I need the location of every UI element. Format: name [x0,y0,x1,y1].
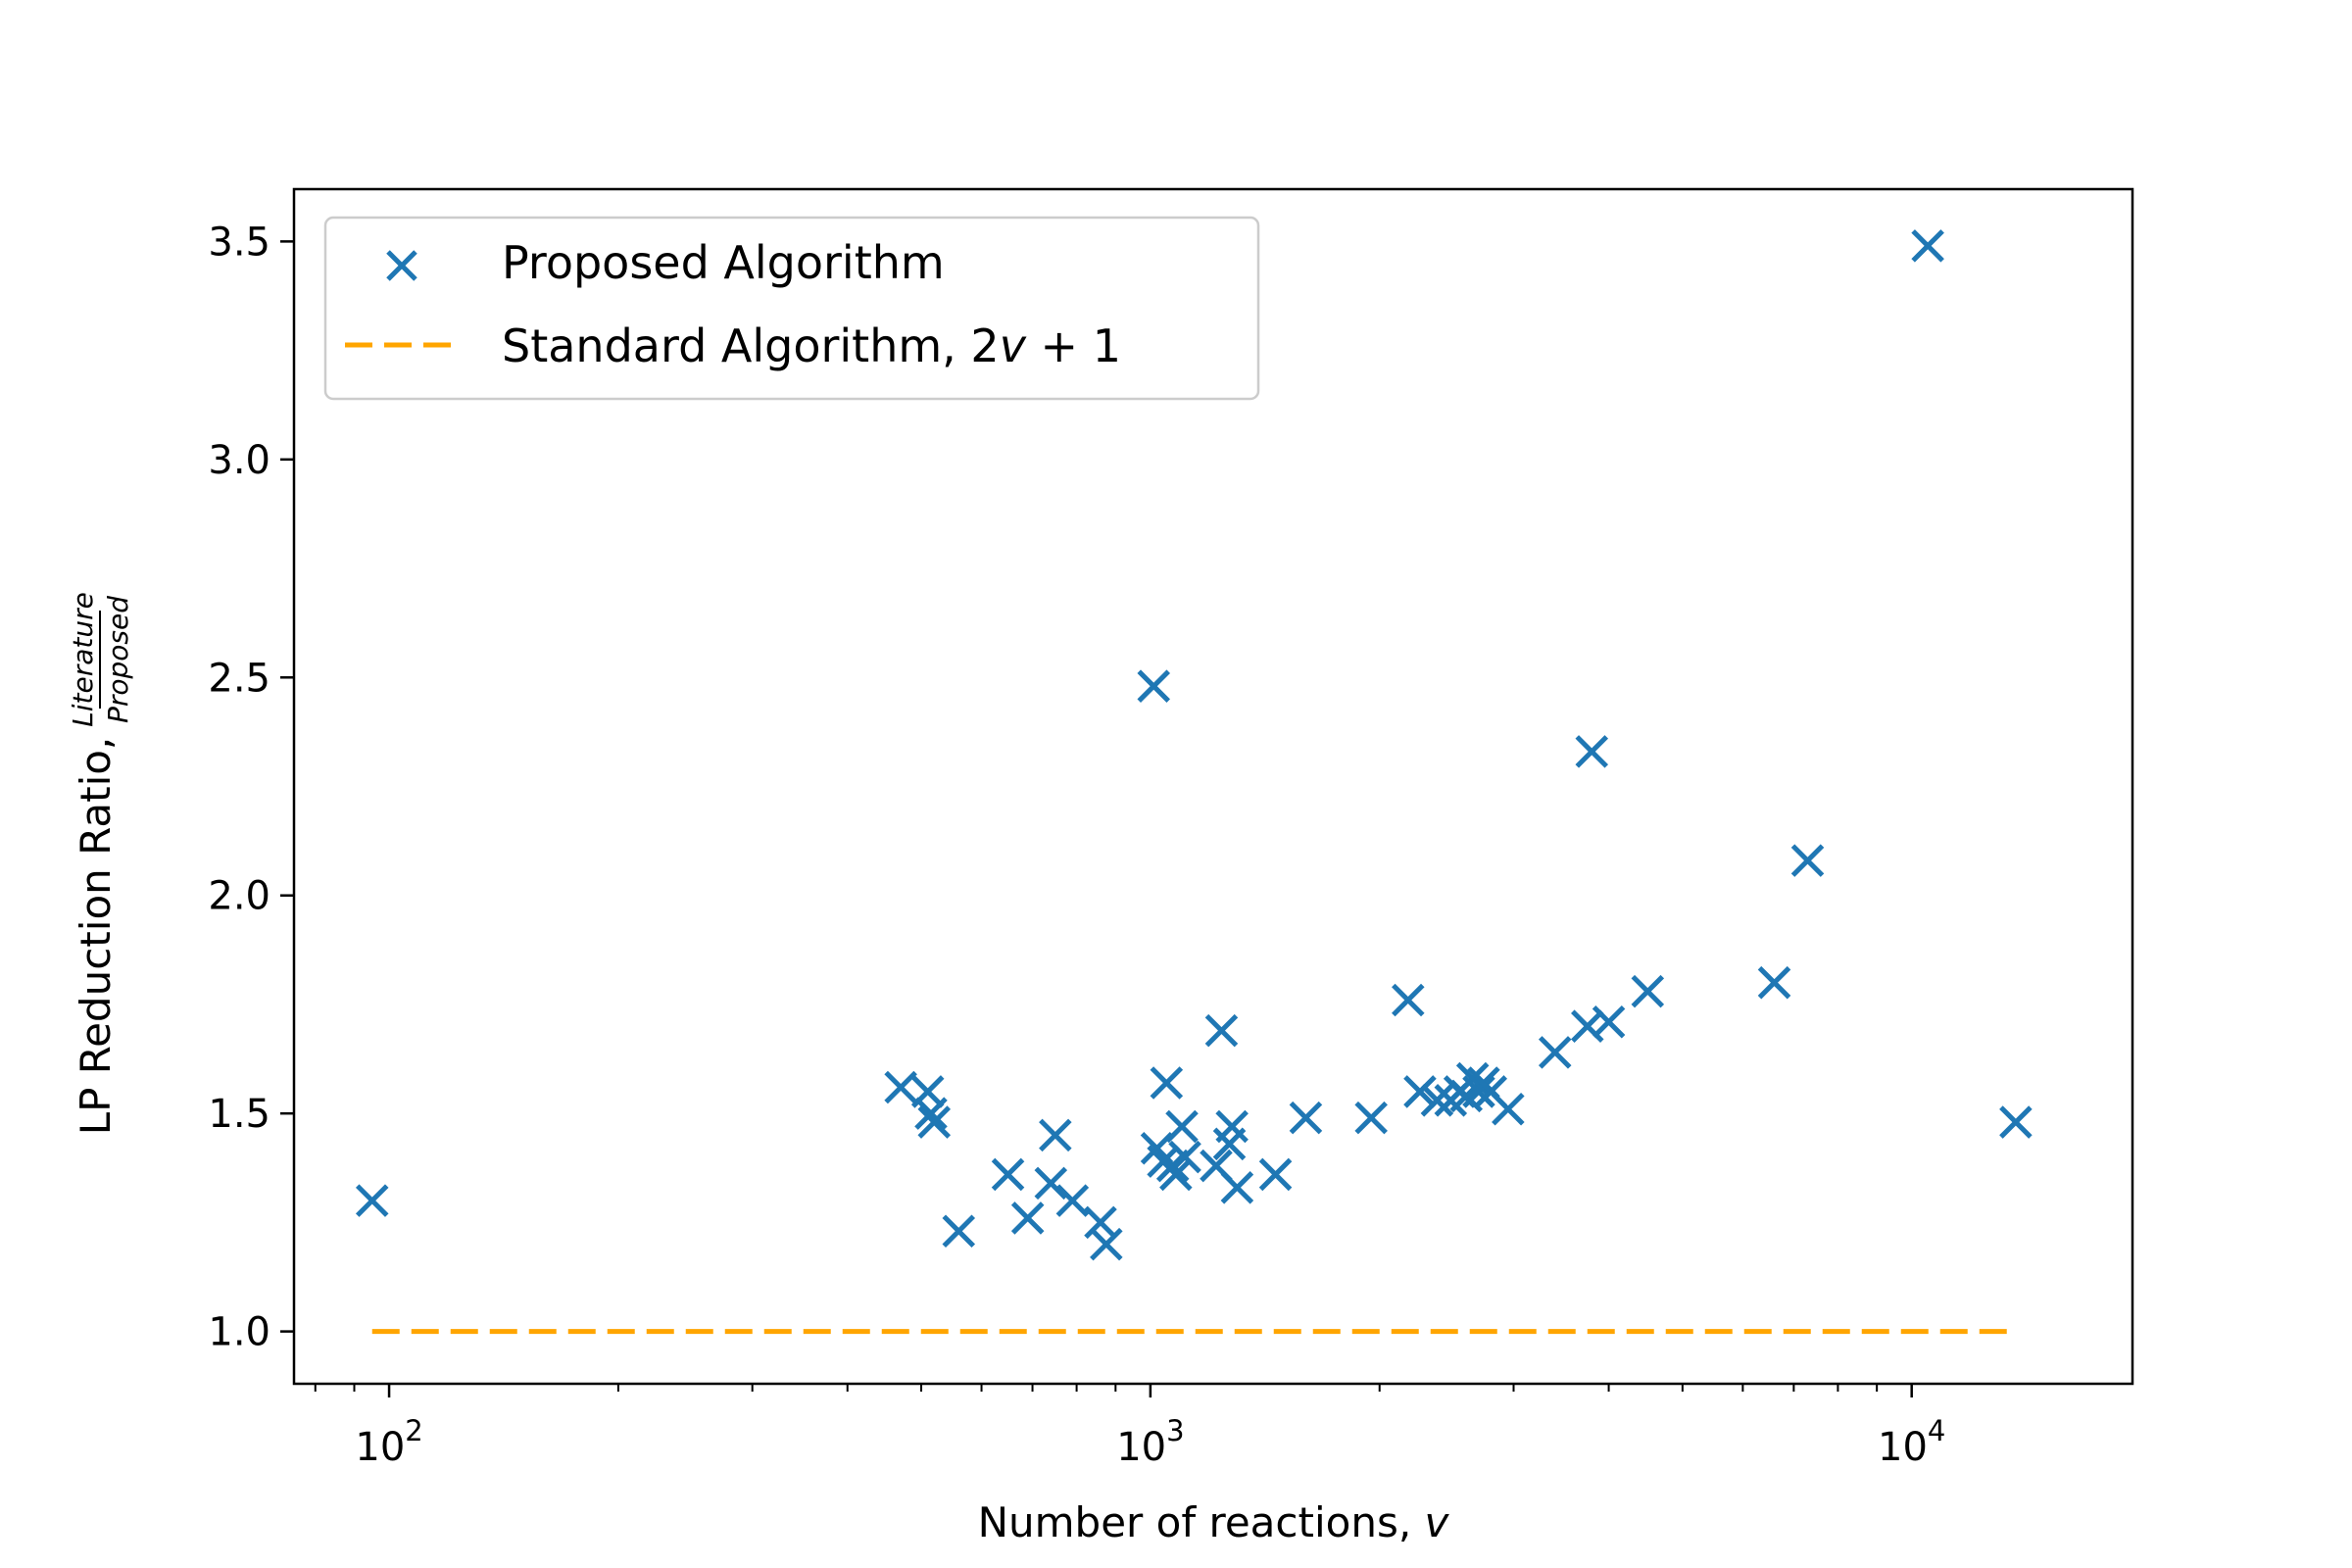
data-point [1392,983,1425,1017]
data-point [1354,1101,1388,1135]
x-tick-label: 102 [355,1414,422,1470]
data-point [1084,1205,1117,1240]
y-tick-label: 2.5 [208,656,270,701]
data-point [1010,1201,1045,1235]
y-axis-label: LP Reduction Ratio, Literature Proposed [67,592,134,1135]
data-point [1420,1084,1454,1117]
svg-text:LP Reduction Ratio,: LP Reduction Ratio, [72,737,120,1136]
x-tick-label: 103 [1116,1414,1184,1470]
legend-label-proposed: Proposed Algorithm [502,236,945,289]
data-point [1492,1092,1525,1126]
data-point [1220,1171,1254,1204]
y-tick-label: 1.0 [208,1310,270,1355]
y-axis-ticks: 1.0 1.5 2.0 2.5 3.0 3.5 [208,220,294,1355]
data-point [884,1070,917,1104]
legend-label-standard: Standard Algorithm, 2v + 1 [502,319,1121,372]
data-point [917,1105,952,1139]
data-point [1168,1140,1201,1174]
data-point [1215,1109,1249,1144]
data-point [1999,1105,2033,1139]
data-point [1462,1075,1495,1108]
data-point [1137,669,1170,703]
y-label-fraction-denominator: Proposed [102,596,134,723]
data-point [355,1184,389,1217]
data-point [942,1214,976,1249]
data-point [1150,1066,1184,1100]
data-point [1090,1227,1123,1261]
proposed-algorithm-points [355,229,2033,1261]
data-point [1204,1013,1239,1048]
data-point [1258,1157,1293,1192]
plot-area [355,229,2033,1335]
axes-frame [292,187,2134,1386]
data-point [1055,1184,1090,1217]
data-point [1165,1109,1199,1144]
data-point [1631,974,1665,1008]
y-tick-label: 1.5 [208,1092,270,1137]
data-point [1159,1157,1193,1192]
data-point [1289,1101,1323,1135]
data-point [1571,1009,1604,1043]
data-point [1790,844,1825,877]
data-point [1757,965,1791,1000]
y-tick-label: 3.0 [208,438,270,483]
legend: Proposed Algorithm Standard Algorithm, 2… [323,216,1260,401]
y-tick-label: 2.0 [208,874,270,919]
data-point [1403,1075,1437,1108]
x-axis-ticks: 102 103 104 [314,1384,1945,1470]
data-point [1034,1166,1068,1200]
data-point [1039,1118,1072,1152]
y-tick-label: 3.5 [208,220,270,265]
data-point [1911,229,1944,263]
legend-marker-proposed [386,250,417,281]
data-point [1575,735,1609,768]
data-point [914,1097,948,1130]
x-axis-label: Number of reactions, v [978,1498,1450,1546]
x-tick-label: 104 [1878,1414,1945,1470]
data-point [1592,1004,1626,1039]
data-point [991,1157,1025,1192]
data-point [1538,1036,1572,1069]
y-label-fraction-numerator: Literature [67,592,99,727]
